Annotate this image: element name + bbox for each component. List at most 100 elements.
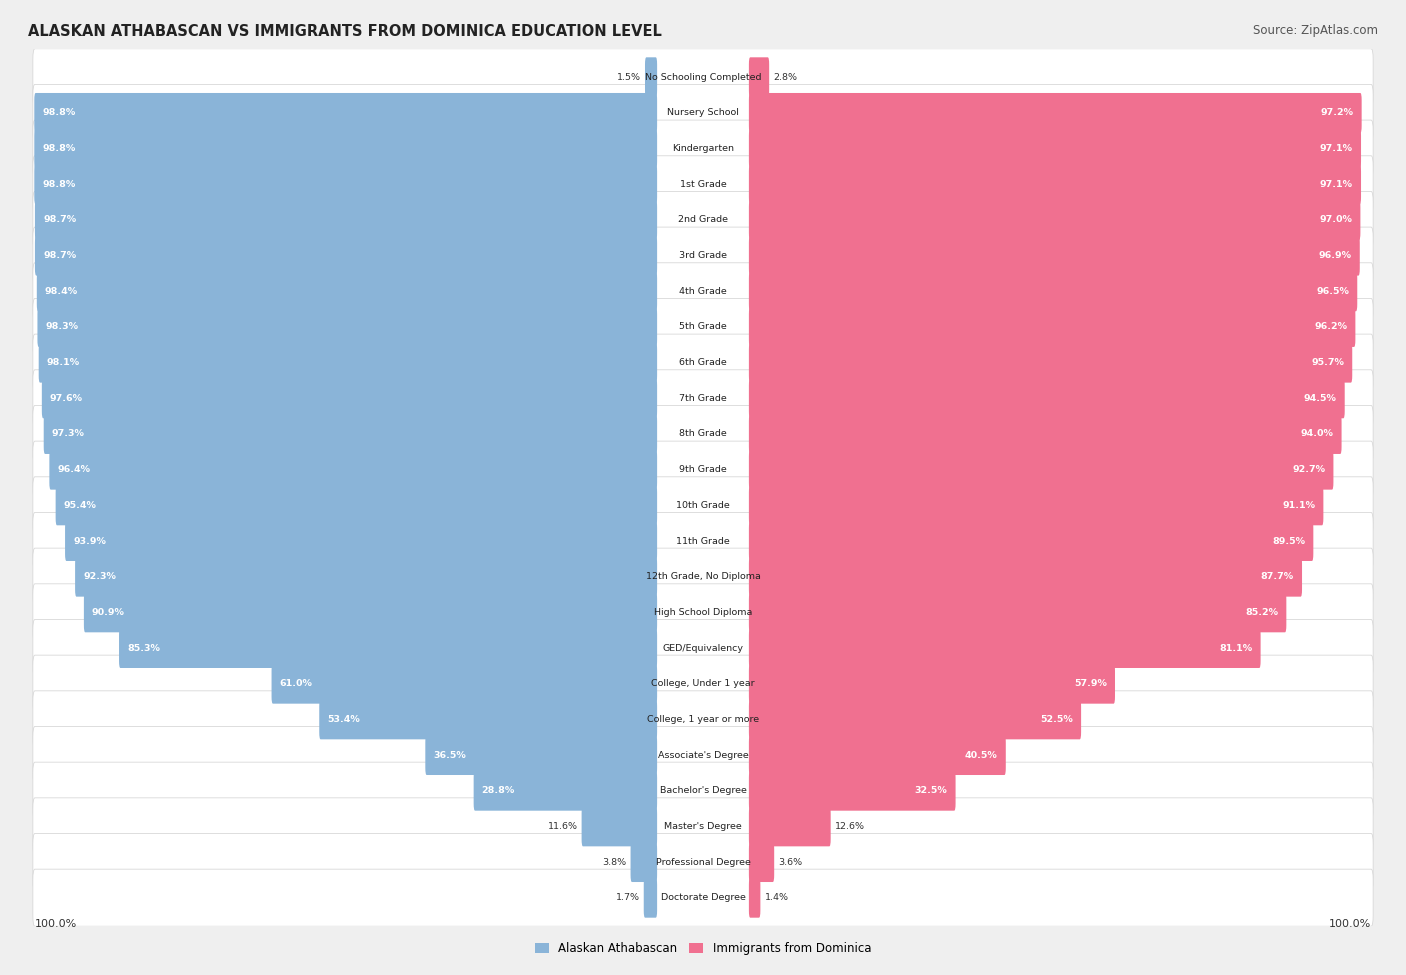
Text: 3rd Grade: 3rd Grade: [679, 252, 727, 260]
FancyBboxPatch shape: [32, 834, 1374, 890]
Text: 1st Grade: 1st Grade: [679, 179, 727, 189]
FancyBboxPatch shape: [32, 655, 1374, 712]
Text: 3.6%: 3.6%: [779, 858, 803, 867]
FancyBboxPatch shape: [582, 806, 657, 846]
FancyBboxPatch shape: [749, 165, 1361, 205]
Text: Professional Degree: Professional Degree: [655, 858, 751, 867]
FancyBboxPatch shape: [32, 762, 1374, 819]
Text: 85.3%: 85.3%: [127, 644, 160, 652]
FancyBboxPatch shape: [749, 593, 1286, 633]
FancyBboxPatch shape: [749, 664, 1115, 704]
FancyBboxPatch shape: [630, 842, 657, 882]
FancyBboxPatch shape: [474, 770, 657, 810]
FancyBboxPatch shape: [32, 584, 1374, 641]
FancyBboxPatch shape: [42, 378, 657, 418]
Text: GED/Equivalency: GED/Equivalency: [662, 644, 744, 652]
FancyBboxPatch shape: [34, 93, 657, 133]
FancyBboxPatch shape: [749, 557, 1302, 597]
Text: 96.9%: 96.9%: [1319, 252, 1351, 260]
Text: 98.1%: 98.1%: [46, 358, 80, 368]
FancyBboxPatch shape: [749, 414, 1341, 454]
FancyBboxPatch shape: [749, 521, 1313, 561]
Text: Doctorate Degree: Doctorate Degree: [661, 893, 745, 902]
FancyBboxPatch shape: [749, 699, 1081, 739]
FancyBboxPatch shape: [749, 378, 1344, 418]
Text: 12th Grade, No Diploma: 12th Grade, No Diploma: [645, 572, 761, 581]
Legend: Alaskan Athabascan, Immigrants from Dominica: Alaskan Athabascan, Immigrants from Domi…: [530, 937, 876, 959]
FancyBboxPatch shape: [32, 120, 1374, 177]
FancyBboxPatch shape: [37, 271, 657, 311]
Text: 5th Grade: 5th Grade: [679, 323, 727, 332]
FancyBboxPatch shape: [34, 165, 657, 205]
Text: 10th Grade: 10th Grade: [676, 501, 730, 510]
Text: 100.0%: 100.0%: [35, 919, 77, 929]
FancyBboxPatch shape: [32, 191, 1374, 249]
FancyBboxPatch shape: [34, 129, 657, 169]
FancyBboxPatch shape: [44, 414, 657, 454]
FancyBboxPatch shape: [35, 200, 657, 240]
FancyBboxPatch shape: [749, 93, 1361, 133]
Text: 61.0%: 61.0%: [280, 680, 312, 688]
FancyBboxPatch shape: [749, 271, 1357, 311]
Text: 89.5%: 89.5%: [1272, 536, 1305, 545]
Text: 97.1%: 97.1%: [1320, 179, 1353, 189]
FancyBboxPatch shape: [32, 334, 1374, 391]
Text: 7th Grade: 7th Grade: [679, 394, 727, 403]
Text: 6th Grade: 6th Grade: [679, 358, 727, 368]
Text: 96.5%: 96.5%: [1316, 287, 1350, 295]
FancyBboxPatch shape: [49, 449, 657, 489]
Text: 98.3%: 98.3%: [45, 323, 79, 332]
Text: Kindergarten: Kindergarten: [672, 144, 734, 153]
Text: 1.7%: 1.7%: [616, 893, 640, 902]
Text: 98.8%: 98.8%: [42, 144, 76, 153]
Text: 96.2%: 96.2%: [1315, 323, 1347, 332]
FancyBboxPatch shape: [32, 227, 1374, 284]
FancyBboxPatch shape: [749, 307, 1355, 347]
FancyBboxPatch shape: [32, 406, 1374, 462]
Text: 57.9%: 57.9%: [1074, 680, 1107, 688]
FancyBboxPatch shape: [426, 735, 657, 775]
Text: 98.8%: 98.8%: [42, 108, 76, 117]
Text: 28.8%: 28.8%: [482, 786, 515, 796]
FancyBboxPatch shape: [32, 726, 1374, 784]
Text: 93.9%: 93.9%: [73, 536, 105, 545]
Text: 12.6%: 12.6%: [835, 822, 865, 831]
Text: 3.8%: 3.8%: [602, 858, 627, 867]
FancyBboxPatch shape: [75, 557, 657, 597]
Text: 9th Grade: 9th Grade: [679, 465, 727, 474]
Text: 98.4%: 98.4%: [45, 287, 79, 295]
Text: 36.5%: 36.5%: [433, 751, 467, 760]
Text: ALASKAN ATHABASCAN VS IMMIGRANTS FROM DOMINICA EDUCATION LEVEL: ALASKAN ATHABASCAN VS IMMIGRANTS FROM DO…: [28, 24, 662, 39]
Text: 40.5%: 40.5%: [965, 751, 998, 760]
FancyBboxPatch shape: [749, 449, 1333, 489]
FancyBboxPatch shape: [749, 236, 1360, 276]
Text: 96.4%: 96.4%: [58, 465, 90, 474]
Text: 87.7%: 87.7%: [1261, 572, 1294, 581]
Text: 94.5%: 94.5%: [1303, 394, 1337, 403]
FancyBboxPatch shape: [749, 58, 769, 98]
Text: 92.7%: 92.7%: [1292, 465, 1326, 474]
Text: 2nd Grade: 2nd Grade: [678, 215, 728, 224]
Text: 53.4%: 53.4%: [328, 715, 360, 723]
FancyBboxPatch shape: [645, 58, 657, 98]
FancyBboxPatch shape: [271, 664, 657, 704]
FancyBboxPatch shape: [32, 548, 1374, 605]
FancyBboxPatch shape: [32, 263, 1374, 320]
Text: College, 1 year or more: College, 1 year or more: [647, 715, 759, 723]
FancyBboxPatch shape: [32, 477, 1374, 534]
Text: 90.9%: 90.9%: [91, 607, 125, 617]
FancyBboxPatch shape: [749, 806, 831, 846]
Text: Associate's Degree: Associate's Degree: [658, 751, 748, 760]
FancyBboxPatch shape: [749, 735, 1005, 775]
Text: 98.7%: 98.7%: [44, 252, 76, 260]
Text: 97.6%: 97.6%: [51, 394, 83, 403]
Text: 32.5%: 32.5%: [915, 786, 948, 796]
FancyBboxPatch shape: [38, 307, 657, 347]
Text: 52.5%: 52.5%: [1040, 715, 1073, 723]
FancyBboxPatch shape: [749, 842, 775, 882]
Text: College, Under 1 year: College, Under 1 year: [651, 680, 755, 688]
Text: Bachelor's Degree: Bachelor's Degree: [659, 786, 747, 796]
FancyBboxPatch shape: [32, 49, 1374, 106]
Text: No Schooling Completed: No Schooling Completed: [645, 73, 761, 82]
Text: 95.7%: 95.7%: [1312, 358, 1344, 368]
